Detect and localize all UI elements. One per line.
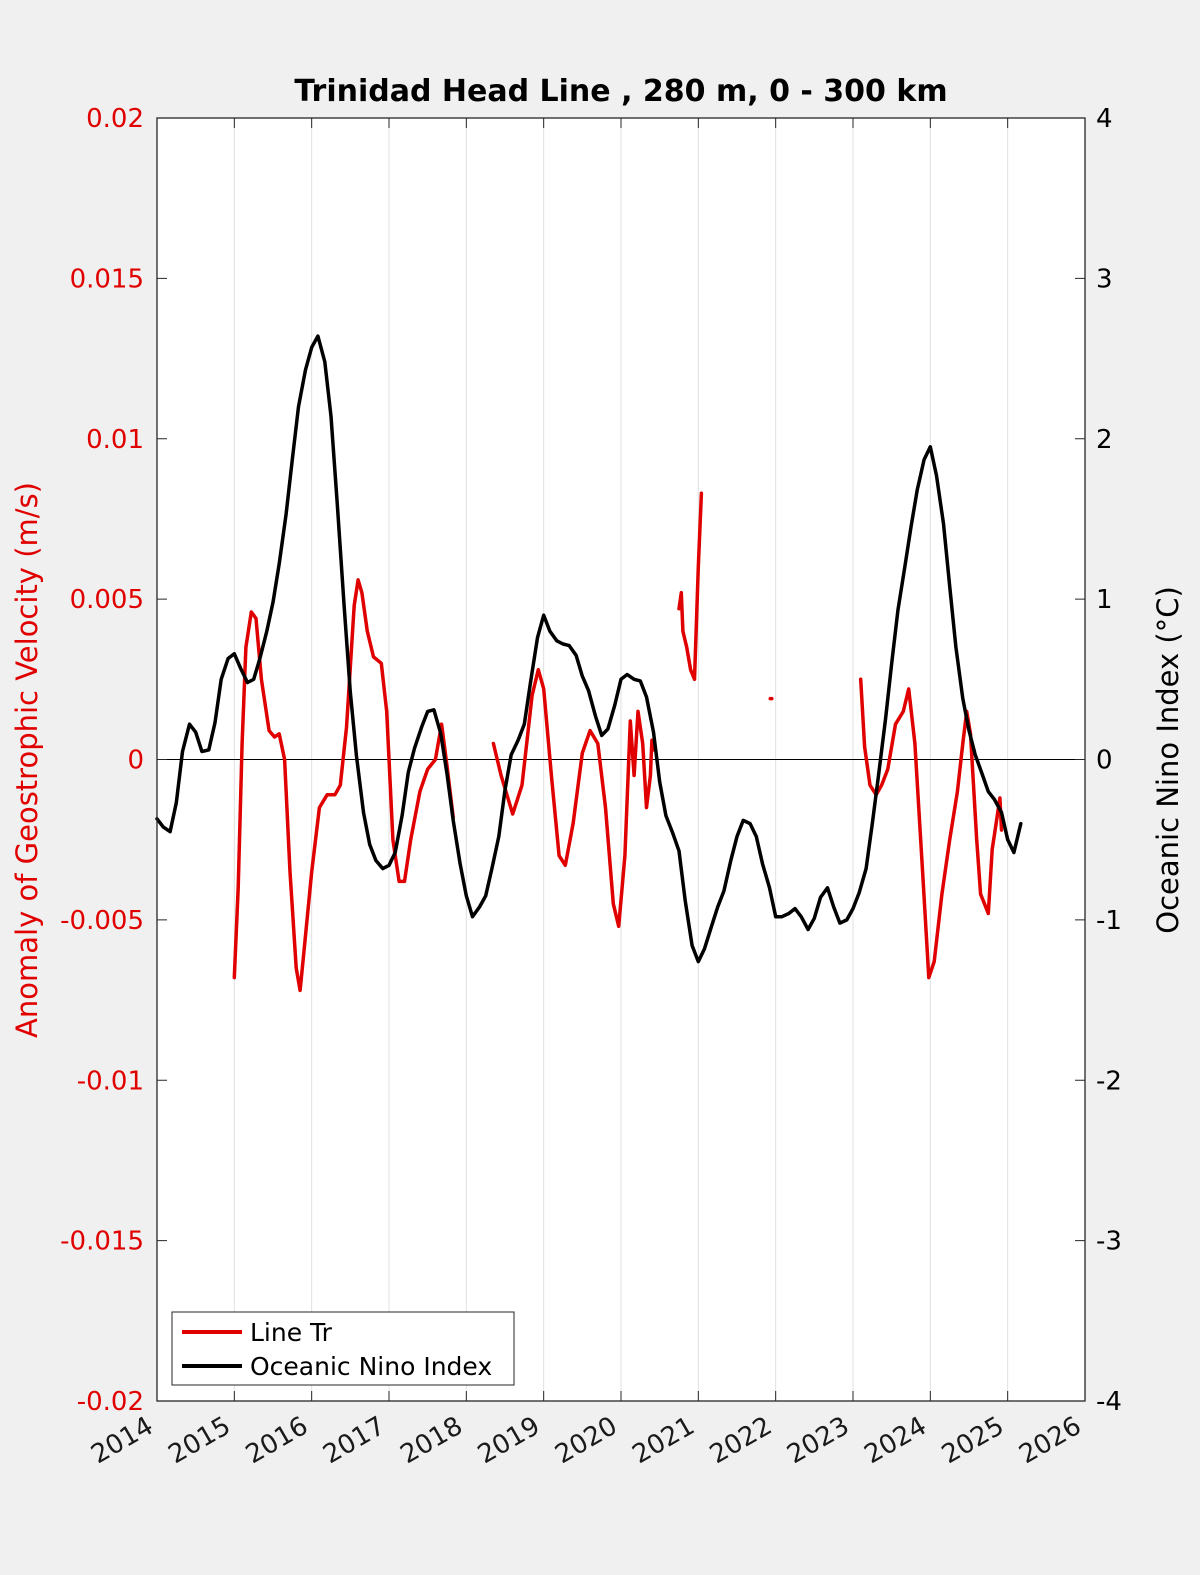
y-left-tick-label: 0: [127, 746, 144, 776]
y-right-tick-label: -3: [1096, 1227, 1122, 1257]
y-left-tick-label: -0.005: [60, 906, 144, 936]
line-tr-series-segment: [858, 677, 1004, 980]
y-left-tick-label: 0.015: [70, 264, 144, 294]
y-left-tick-label: -0.015: [60, 1227, 144, 1257]
line-tr-series-segment: [491, 667, 657, 929]
y-left-tick-label: 0.02: [86, 104, 144, 134]
y-left-tick-label: 0.01: [86, 425, 144, 455]
y-axis-left-label: Anomaly of Geostrophic Velocity (m/s): [10, 482, 44, 1038]
y-right-tick-label: -1: [1096, 906, 1122, 936]
legend-box: [171, 1311, 515, 1386]
y-right-tick-label: 0: [1096, 746, 1113, 776]
y-right-tick-label: 1: [1096, 585, 1113, 615]
y-left-tick-label: -0.02: [77, 1387, 144, 1417]
y-right-tick-label: -4: [1096, 1387, 1122, 1417]
legend-label-oni: Oceanic Nino Index: [250, 1352, 492, 1381]
legend-label-line-tr: Line Tr: [250, 1318, 333, 1347]
legend: Line Tr Oceanic Nino Index: [171, 1311, 515, 1386]
oni-series-line: [155, 334, 1023, 964]
y-left-tick-label: -0.01: [77, 1066, 144, 1096]
y-axis-right-label: Oceanic Nino Index (°C): [1151, 586, 1185, 934]
y-left-tick-label: 0.005: [70, 585, 144, 615]
chart-title: Trinidad Head Line , 280 m, 0 - 300 km: [294, 74, 947, 109]
y-right-tick-label: 2: [1096, 425, 1113, 455]
series-layer: [155, 334, 1023, 993]
line-tr-series-segment: [677, 491, 704, 682]
y-right-tick-label: 4: [1096, 104, 1113, 134]
y-right-tick-label: 3: [1096, 264, 1113, 294]
y-right-tick-label: -2: [1096, 1066, 1122, 1096]
line-tr-series-segment: [232, 578, 455, 993]
